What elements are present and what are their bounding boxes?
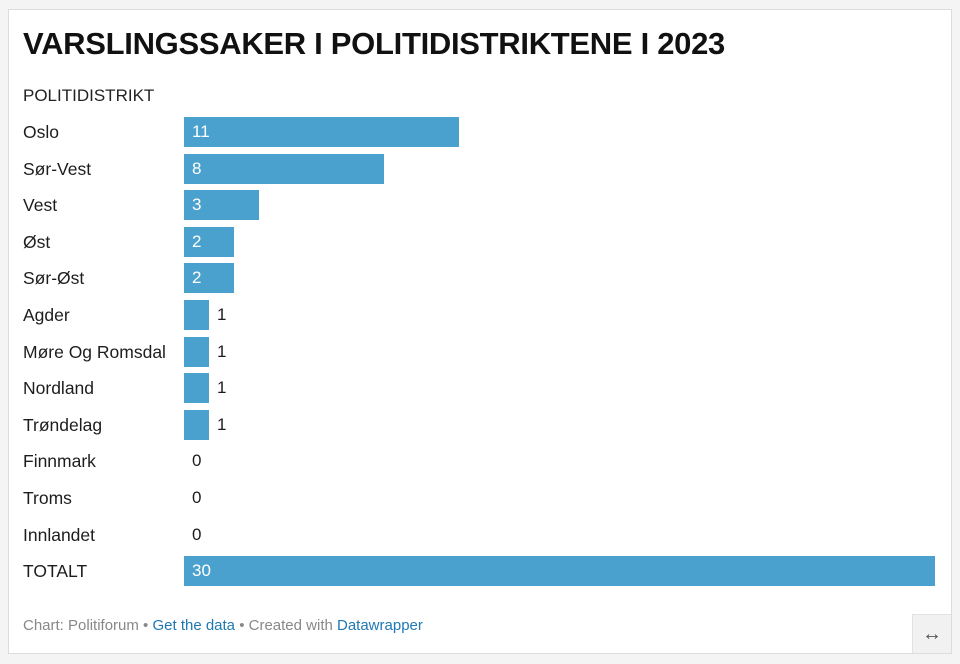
category-label: Vest — [23, 195, 58, 215]
category-label: Øst — [23, 232, 51, 252]
bar — [184, 190, 260, 220]
category-label: Sør-Vest — [23, 159, 92, 179]
chart-title: VARSLINGSSAKER I POLITIDISTRIKTENE I 202… — [23, 26, 725, 61]
chart-footer: Chart: Politiforum • Get the data • Crea… — [23, 617, 423, 634]
datawrapper-link[interactable]: Datawrapper — [337, 617, 423, 634]
value-label: 2 — [192, 268, 202, 287]
category-label: Agder — [23, 305, 70, 325]
category-label: TOTALT — [23, 561, 88, 581]
value-label: 1 — [217, 378, 227, 397]
value-label: 0 — [192, 525, 202, 544]
category-label: Nordland — [23, 378, 95, 398]
category-label: Oslo — [23, 122, 59, 142]
chart-card: VARSLINGSSAKER I POLITIDISTRIKTENE I 202… — [8, 9, 952, 654]
category-label: Troms — [23, 488, 72, 508]
value-label: 0 — [192, 488, 202, 507]
bar — [184, 117, 460, 147]
value-label: 3 — [192, 195, 202, 214]
value-label: 2 — [192, 232, 202, 251]
category-label: Finnmark — [23, 451, 96, 471]
value-label: 1 — [217, 415, 227, 434]
value-label: 1 — [217, 342, 227, 361]
category-label: Innlandet — [23, 525, 96, 545]
value-label: 11 — [192, 122, 210, 141]
column-header: POLITIDISTRIKT — [23, 86, 155, 105]
bar — [184, 337, 210, 367]
bar — [184, 410, 210, 440]
category-label: Sør-Øst — [23, 268, 85, 288]
get-the-data-link[interactable]: Get the data — [152, 617, 236, 634]
bar — [184, 300, 210, 330]
bar — [184, 373, 210, 403]
value-label: 30 — [192, 561, 211, 580]
bar — [184, 227, 235, 257]
bar — [184, 154, 385, 184]
resize-icon[interactable]: ↔ — [912, 614, 951, 653]
value-label: 1 — [217, 305, 227, 324]
bar-chart: Oslo 11 Sør-Vest 8 Vest 3 Øst 2 Sør-Øst 2 Agder 1 Mø… — [9, 10, 953, 655]
category-label: Trøndelag — [23, 415, 103, 435]
footer-created-with: • Created with — [235, 617, 337, 634]
bar — [184, 263, 235, 293]
category-label: Møre Og Romsdal — [23, 342, 166, 362]
bar — [184, 556, 935, 586]
value-label: 0 — [192, 451, 202, 470]
value-label: 8 — [192, 159, 202, 178]
footer-source: Chart: Politiforum • — [23, 617, 153, 634]
